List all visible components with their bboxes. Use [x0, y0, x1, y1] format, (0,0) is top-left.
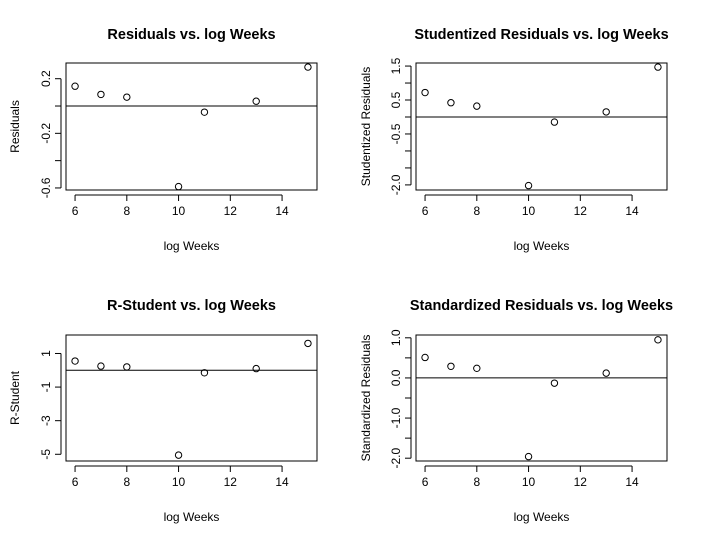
y-tick-label: -0.2	[39, 123, 53, 144]
x-tick-label: 10	[172, 204, 186, 218]
y-tick-label: -2.0	[389, 448, 403, 469]
plot-frame	[65, 62, 318, 191]
x-tick-label: 6	[422, 475, 429, 489]
x-tick-label: 10	[522, 204, 536, 218]
x-tick-label: 6	[422, 204, 429, 218]
x-tick-label: 12	[224, 475, 238, 489]
chart-panel-1: Residuals vs. log Weeks 6 8 10 12 14 log Weeks…	[8, 27, 318, 253]
y-tick-label: 0.2	[39, 70, 53, 87]
y-tick-label: 1.0	[389, 329, 403, 346]
y-tick-label: 1.5	[389, 57, 403, 74]
x-axis-label: log Weeks	[514, 510, 570, 524]
x-tick-label: 10	[172, 475, 186, 489]
data-point	[71, 82, 79, 90]
data-point	[97, 90, 105, 99]
x-tick-label: 14	[625, 475, 639, 489]
x-tick-label: 8	[123, 475, 130, 489]
data-point	[602, 108, 610, 116]
chart-panel-4: Standardized Residuals vs. log Weeks 6 8 10…	[359, 298, 673, 524]
y-axis-label: R-Student	[8, 370, 22, 425]
data-point	[252, 97, 260, 105]
x-tick-label: 12	[224, 204, 238, 218]
plot-frame	[415, 62, 668, 191]
x-tick-label: 12	[574, 475, 588, 489]
data-point	[447, 362, 455, 370]
x-tick-label: 14	[625, 204, 639, 218]
y-axis-label: Standardized Residuals	[359, 335, 373, 462]
y-tick-label: -0.6	[39, 177, 53, 198]
plot-frame	[415, 334, 668, 462]
data-point	[97, 362, 105, 370]
data-point	[473, 364, 481, 373]
x-tick-label: 8	[123, 204, 130, 218]
data-point	[602, 369, 610, 377]
x-axis-label: log Weeks	[164, 510, 220, 524]
x-tick-label: 12	[574, 204, 588, 218]
y-tick-label: -1	[39, 381, 53, 392]
y-tick-label: -5	[39, 449, 53, 460]
data-point	[174, 182, 183, 191]
x-tick-label: 6	[72, 204, 79, 218]
chart-panel-2: Studentized Residuals vs. log Weeks 6 8 10 1…	[359, 27, 669, 253]
data-point	[200, 108, 209, 116]
data-point	[550, 118, 559, 126]
data-point	[473, 102, 481, 110]
data-point	[304, 339, 312, 348]
chart-title: Residuals vs. log Weeks	[107, 27, 275, 43]
data-point	[200, 369, 209, 377]
x-tick-label: 14	[275, 204, 289, 218]
data-point	[174, 451, 183, 459]
x-tick-label: 8	[473, 204, 480, 218]
data-point	[123, 363, 131, 371]
y-tick-label: 0.0	[389, 369, 403, 386]
x-tick-label: 8	[473, 475, 480, 489]
chart-title: Standardized Residuals vs. log Weeks	[410, 298, 673, 314]
data-point	[421, 353, 429, 362]
plot-frame	[65, 334, 318, 462]
chart-title: R-Student vs. log Weeks	[107, 298, 276, 314]
data-point	[447, 99, 455, 107]
x-tick-label: 6	[72, 475, 79, 489]
x-axis-label: log Weeks	[164, 239, 220, 253]
chart-title: Studentized Residuals vs. log Weeks	[414, 27, 668, 43]
y-tick-label: 0.5	[389, 91, 403, 108]
data-point	[252, 364, 260, 373]
data-point	[123, 93, 131, 101]
data-point	[304, 63, 312, 71]
x-axis-label: log Weeks	[514, 239, 570, 253]
data-point	[71, 357, 79, 365]
data-point	[654, 63, 662, 71]
data-point	[421, 88, 429, 97]
x-tick-label: 14	[275, 475, 289, 489]
data-point	[654, 336, 662, 344]
y-axis-label: Residuals	[8, 100, 22, 153]
y-tick-label: -2.0	[389, 174, 403, 195]
data-point	[524, 452, 533, 461]
y-tick-label: -3	[39, 415, 53, 426]
data-point	[524, 181, 533, 190]
y-axis-label: Studentized Residuals	[359, 67, 373, 186]
x-tick-label: 10	[522, 475, 536, 489]
y-tick-label: -1.0	[389, 407, 403, 428]
data-point	[550, 379, 559, 387]
chart-panel-3: R-Student vs. log Weeks 6 8 10 12 14 log Weeks…	[8, 298, 318, 524]
y-tick-label: 1	[39, 350, 53, 357]
y-tick-label: -0.5	[389, 123, 403, 144]
